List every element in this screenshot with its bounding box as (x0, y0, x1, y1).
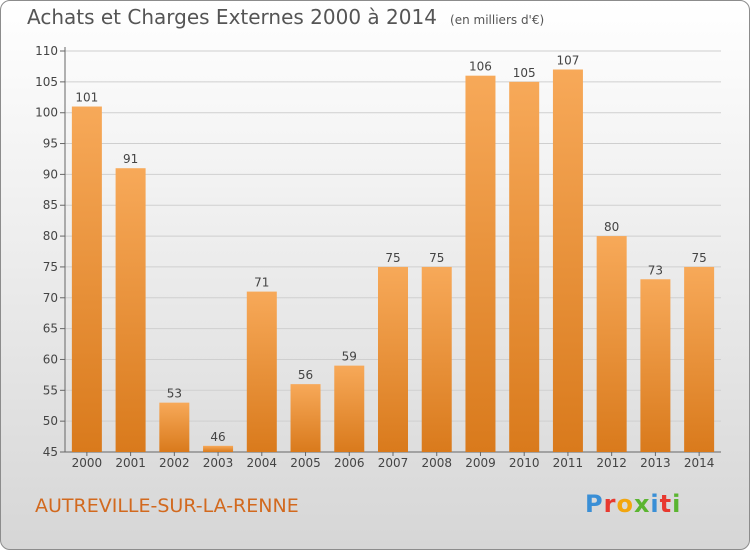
place-name: AUTREVILLE-SUR-LA-RENNE (35, 495, 299, 517)
bar (421, 266, 452, 452)
bar (684, 266, 715, 452)
y-tick-label: 85 (43, 198, 58, 212)
y-tick-label: 50 (43, 414, 58, 428)
bar (290, 384, 321, 452)
y-tick-label: 80 (43, 229, 58, 243)
logo-letter: i (650, 490, 660, 518)
bar (203, 445, 234, 452)
x-tick-label: 2007 (378, 456, 409, 470)
x-tick-label: 2012 (596, 456, 627, 470)
bar-value-label: 91 (123, 152, 138, 166)
bar-value-label: 107 (556, 54, 579, 68)
logo-letter: P (585, 490, 604, 518)
bar (334, 365, 365, 452)
bar (159, 402, 190, 452)
title-row: Achats et Charges Externes 2000 à 2014 (… (27, 5, 544, 29)
y-tick-label: 95 (43, 137, 58, 151)
bar-value-label: 56 (298, 368, 313, 382)
bar (71, 106, 102, 453)
bar (378, 266, 408, 452)
y-tick-label: 60 (43, 352, 58, 366)
x-tick-label: 2004 (247, 456, 278, 470)
proxiti-logo: Proxiti (585, 490, 681, 518)
x-tick-label: 2000 (72, 456, 103, 470)
y-tick-label: 45 (43, 445, 58, 459)
logo-letter: r (603, 490, 617, 518)
x-tick-label: 2010 (509, 456, 540, 470)
bar-value-label: 80 (604, 220, 619, 234)
y-tick-label: 90 (43, 167, 58, 181)
logo-letter: o (616, 490, 634, 518)
bar-value-label: 59 (342, 350, 357, 364)
bar (552, 69, 583, 452)
bar-value-label: 75 (385, 251, 400, 265)
bar (465, 75, 496, 452)
bar-value-label: 106 (469, 60, 492, 74)
y-tick-label: 55 (43, 383, 58, 397)
bar-value-label: 105 (513, 66, 536, 80)
logo-letter: i (672, 490, 682, 518)
y-tick-label: 110 (35, 44, 58, 58)
x-tick-label: 2013 (640, 456, 671, 470)
x-tick-label: 2001 (115, 456, 146, 470)
logo-letter: t (659, 490, 673, 518)
bar-value-label: 101 (75, 91, 98, 105)
logo-letter: x (633, 490, 651, 518)
x-tick-label: 2009 (465, 456, 496, 470)
bar-value-label: 46 (210, 430, 225, 444)
x-tick-label: 2005 (290, 456, 321, 470)
chart-title: Achats et Charges Externes 2000 à 2014 (27, 5, 437, 29)
y-tick-label: 100 (35, 106, 58, 120)
x-tick-label: 2003 (203, 456, 234, 470)
bar-value-label: 53 (167, 387, 182, 401)
x-tick-label: 2014 (684, 456, 715, 470)
bar-value-label: 75 (691, 251, 706, 265)
x-tick-label: 2008 (421, 456, 452, 470)
y-tick-label: 75 (43, 260, 58, 274)
x-tick-label: 2002 (159, 456, 190, 470)
y-tick-label: 65 (43, 322, 58, 336)
bar (115, 168, 146, 452)
chart-unit: (en milliers d'€) (450, 13, 545, 27)
bar-value-label: 71 (254, 276, 269, 290)
y-tick-label: 105 (35, 75, 58, 89)
bar (246, 291, 277, 452)
bar (596, 236, 627, 452)
bar-value-label: 73 (648, 263, 663, 277)
x-tick-label: 2011 (553, 456, 584, 470)
bar (509, 81, 540, 452)
y-tick-label: 70 (43, 291, 58, 305)
x-tick-label: 2006 (334, 456, 365, 470)
bar-value-label: 75 (429, 251, 444, 265)
bar (640, 279, 671, 452)
